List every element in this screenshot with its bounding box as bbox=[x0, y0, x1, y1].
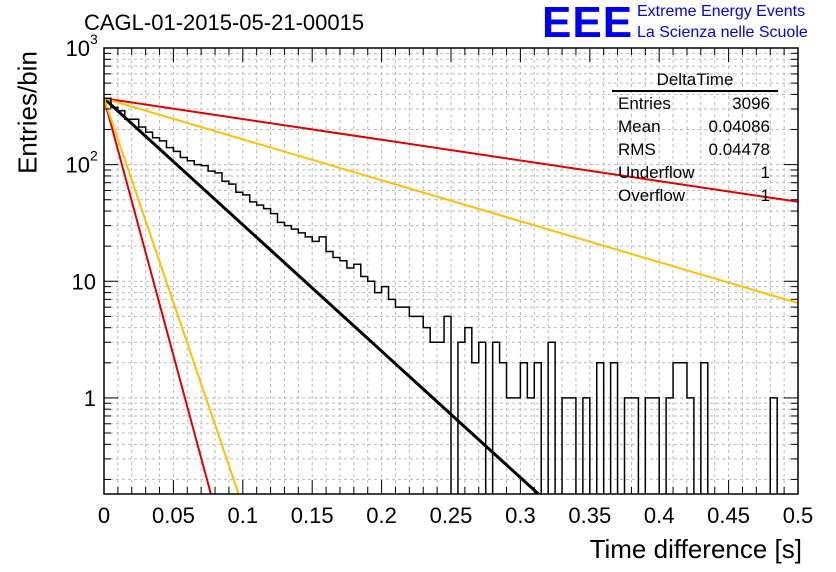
x-tick-label: 0.25 bbox=[430, 503, 473, 528]
series-line-guide bbox=[104, 97, 798, 203]
y-tick-label: 10 bbox=[72, 269, 96, 294]
x-tick-label: 0.2 bbox=[366, 503, 397, 528]
y-tick-exponent: 2 bbox=[90, 148, 98, 164]
stats-value: 0.04478 bbox=[708, 140, 770, 159]
stats-row-rms: RMS 0.04478 bbox=[612, 138, 778, 161]
logo-subtitle-2: La Scienza nelle Scuole bbox=[637, 24, 808, 41]
x-tick-label: 0.15 bbox=[291, 503, 334, 528]
stats-value: 0.04086 bbox=[708, 117, 770, 136]
x-tick-label: 0.1 bbox=[228, 503, 259, 528]
series-line-guide bbox=[104, 98, 240, 494]
x-tick-label: 0.35 bbox=[568, 503, 611, 528]
stats-label: RMS bbox=[618, 140, 656, 159]
y-tick-label: 10 bbox=[66, 153, 90, 178]
stats-box: DeltaTime Entries 3096 Mean 0.04086 RMS … bbox=[612, 70, 778, 207]
histogram-steps bbox=[104, 97, 778, 494]
stats-title: DeltaTime bbox=[612, 70, 778, 92]
stats-row-entries: Entries 3096 bbox=[612, 92, 778, 115]
x-tick-label: 0.05 bbox=[152, 503, 195, 528]
chart-title: CAGL-01-2015-05-21-00015 bbox=[84, 10, 365, 35]
y-tick-exponent: 3 bbox=[90, 31, 98, 47]
stats-label: Entries bbox=[618, 94, 671, 113]
eee-logo: EEE bbox=[542, 0, 634, 47]
stats-row-mean: Mean 0.04086 bbox=[612, 115, 778, 138]
x-tick-label: 0.4 bbox=[644, 503, 675, 528]
x-tick-label: 0.45 bbox=[707, 503, 750, 528]
y-tick-label: 1 bbox=[84, 386, 96, 411]
stats-label: Underflow bbox=[618, 163, 695, 182]
plot-content bbox=[104, 97, 798, 494]
x-tick-label: 0.5 bbox=[783, 503, 814, 528]
stats-value: 3096 bbox=[732, 94, 770, 113]
series-line-guide bbox=[104, 97, 798, 305]
stats-value: 1 bbox=[760, 186, 770, 205]
logo-subtitle-1: Extreme Energy Events bbox=[637, 3, 806, 20]
x-tick-label: 0.3 bbox=[505, 503, 536, 528]
y-tick-label: 10 bbox=[66, 36, 90, 61]
x-tick-label: 0 bbox=[98, 503, 110, 528]
stats-label: Overflow bbox=[618, 186, 686, 205]
x-axis-label: Time difference [s] bbox=[589, 534, 802, 564]
series-line-fit bbox=[104, 97, 540, 494]
stats-row-underflow: Underflow 1 bbox=[612, 161, 778, 184]
stats-value: 1 bbox=[760, 163, 770, 182]
stats-row-overflow: Overflow 1 bbox=[612, 184, 778, 207]
y-axis-label: Entries/bin bbox=[12, 51, 43, 174]
series-line-guide bbox=[104, 98, 212, 494]
stats-label: Mean bbox=[618, 117, 661, 136]
